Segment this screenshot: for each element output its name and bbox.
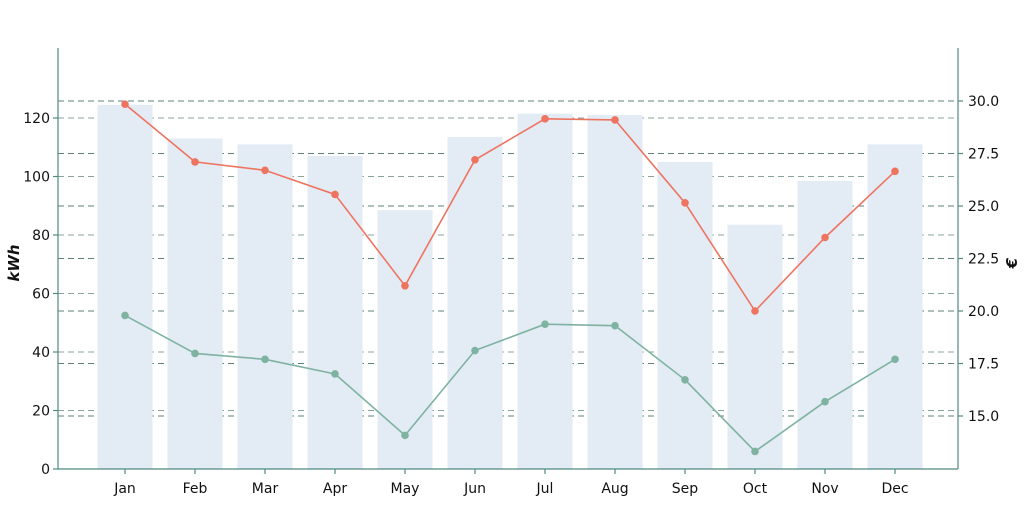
point-kwh-nov <box>821 397 829 406</box>
x-tick-label: Dec <box>881 481 908 497</box>
y-right-tick-label: 20.0 <box>968 304 999 320</box>
x-tick-label: Jul <box>536 481 554 497</box>
x-tick-label: May <box>391 481 420 497</box>
bar-jun <box>447 137 503 469</box>
point-euro-sep <box>681 199 689 207</box>
x-tick-label: Jun <box>463 481 486 497</box>
x-tick-label: Feb <box>183 481 208 497</box>
x-tick-label: Nov <box>811 481 838 497</box>
point-euro-oct <box>751 307 759 315</box>
y-right-tick-label: 17.5 <box>968 357 999 373</box>
y-right-tick-label: 30.0 <box>968 94 999 110</box>
point-kwh-may <box>401 431 409 440</box>
bar-may <box>377 210 433 469</box>
y-right-tick-label: 15.0 <box>968 409 999 425</box>
bar-feb <box>167 138 223 469</box>
point-euro-jan <box>121 100 129 108</box>
bar-oct <box>727 224 783 469</box>
y-right-tick-label: 22.5 <box>968 252 999 268</box>
axes <box>53 48 963 474</box>
bar-series <box>97 104 923 470</box>
x-tick-label: Sep <box>672 481 699 497</box>
point-kwh-sep <box>681 375 689 384</box>
point-kwh-apr <box>331 370 339 378</box>
point-kwh-dec <box>891 355 899 364</box>
point-euro-nov <box>821 233 829 242</box>
line-series <box>121 100 899 456</box>
x-tick-label: Apr <box>323 481 347 497</box>
line-series-euro <box>124 103 896 313</box>
y-left-tick-label: 80 <box>32 228 50 244</box>
point-euro-mar <box>261 166 269 175</box>
y-left-tick-label: 60 <box>32 287 50 303</box>
point-kwh-jun <box>471 346 479 355</box>
y-left-tick-label: 120 <box>23 111 50 127</box>
bar-nov <box>797 180 853 469</box>
y-right-title: € <box>1003 257 1021 269</box>
line-series-kwh <box>124 314 896 453</box>
x-tick-label: Jan <box>113 481 136 497</box>
point-euro-jun <box>471 156 479 164</box>
y-left-title: kWh <box>5 244 23 281</box>
bar-aug <box>587 115 643 469</box>
point-kwh-jul <box>541 320 549 329</box>
point-euro-feb <box>191 158 199 166</box>
point-euro-dec <box>891 167 899 176</box>
y-left-tick-label: 0 <box>41 462 50 478</box>
point-kwh-mar <box>261 355 269 364</box>
y-left-tick-label: 40 <box>32 345 50 361</box>
bar-dec <box>867 144 923 469</box>
point-kwh-oct <box>751 447 759 456</box>
y-right-tick-label: 27.5 <box>968 147 999 163</box>
y-left-tick-label: 20 <box>32 404 50 420</box>
point-euro-aug <box>611 116 619 124</box>
point-euro-apr <box>331 190 339 199</box>
bar-apr <box>307 156 363 469</box>
point-kwh-feb <box>191 349 199 358</box>
bar-jan <box>97 104 153 470</box>
point-kwh-aug <box>611 321 619 330</box>
point-kwh-jan <box>121 311 129 320</box>
y-right-tick-label: 25.0 <box>968 199 999 215</box>
x-tick-label: Aug <box>601 481 628 497</box>
y-left-tick-label: 100 <box>23 170 50 186</box>
bar-sep <box>657 161 713 469</box>
tick-labels: 0 20 40 60 80 100 120 15.0 17.5 20.0 22.5 25.0 27.5 3… <box>23 94 999 497</box>
x-tick-label: Oct <box>743 481 768 497</box>
x-tick-label: Mar <box>252 481 279 497</box>
bar-jul <box>517 113 573 470</box>
bar-mar <box>237 144 293 469</box>
point-euro-may <box>401 282 409 290</box>
point-euro-jul <box>541 115 549 123</box>
